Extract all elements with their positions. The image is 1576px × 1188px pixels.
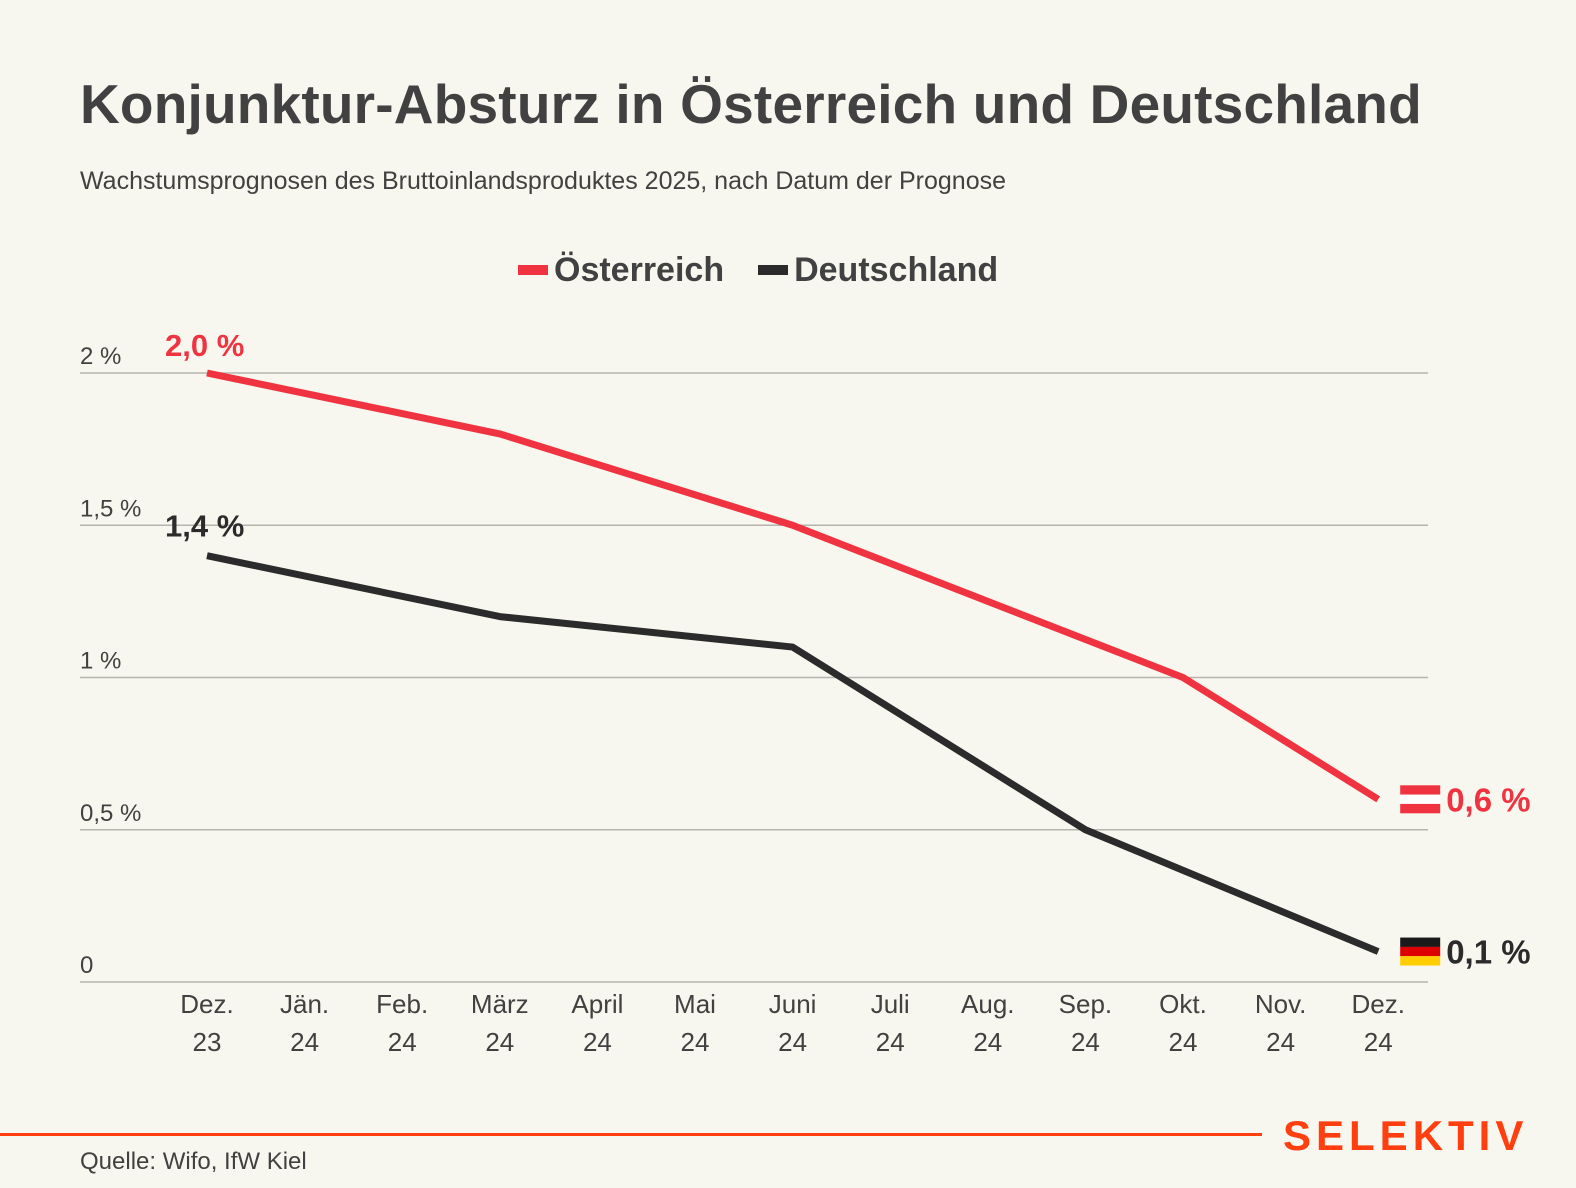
x-tick-label-month: Aug. xyxy=(961,989,1015,1019)
legend-swatch-austria xyxy=(518,265,548,275)
x-tick-label-month: Okt. xyxy=(1159,989,1207,1019)
x-tick-label-year: 24 xyxy=(876,1027,905,1057)
y-tick-label: 0 xyxy=(80,952,93,979)
x-tick-label-month: Juni xyxy=(769,989,817,1019)
y-tick-label: 1 % xyxy=(80,648,121,675)
x-tick-label-year: 24 xyxy=(485,1027,514,1057)
x-tick-label-month: März xyxy=(471,989,529,1019)
flag-stripe xyxy=(1400,785,1441,795)
source-note: Quelle: Wifo, IfW Kiel xyxy=(80,1148,307,1175)
y-tick-label: 1,5 % xyxy=(80,495,141,522)
flag-stripe xyxy=(1400,956,1441,966)
y-tick-label: 0,5 % xyxy=(80,800,141,827)
x-tick-label-year: 24 xyxy=(290,1027,319,1057)
legend-item-germany: Deutschland xyxy=(758,251,998,290)
x-tick-label-month: Dez. xyxy=(1351,989,1404,1019)
x-tick-label-month: Nov. xyxy=(1255,989,1307,1019)
x-tick-label-year: 24 xyxy=(973,1027,1002,1057)
legend: Österreich Deutschland xyxy=(518,250,998,290)
x-tick-label-year: 23 xyxy=(193,1027,222,1057)
x-tick-label-month: Dez. xyxy=(180,989,233,1019)
brand-logo: SELEKTIV xyxy=(1283,1112,1529,1159)
x-tick-label-month: Jän. xyxy=(280,989,329,1019)
x-tick-label-year: 24 xyxy=(1364,1027,1393,1057)
series-line-germany xyxy=(206,552,1380,955)
legend-swatch-germany xyxy=(758,265,789,275)
x-tick-label-year: 24 xyxy=(583,1027,612,1057)
footer-divider xyxy=(0,1133,1262,1136)
x-tick-label-month: Juli xyxy=(871,989,910,1019)
chart-title: Konjunktur-Absturz in Österreich und Deu… xyxy=(80,73,1422,135)
series-line-austria xyxy=(206,369,1381,803)
flag-stripe xyxy=(1400,946,1441,957)
x-tick-label-month: Sep. xyxy=(1059,989,1113,1019)
x-tick-label-year: 24 xyxy=(388,1027,417,1057)
legend-label-austria: Österreich xyxy=(554,250,725,289)
start-value-label-austria: 2,0 % xyxy=(165,328,244,363)
chart-subtitle: Wachstumsprognosen des Bruttoinlandsprod… xyxy=(80,167,1007,195)
start-value-label-germany: 1,4 % xyxy=(165,509,244,544)
end-value-label-germany: 0,1 % xyxy=(1446,934,1530,971)
x-tick-label-year: 24 xyxy=(681,1027,710,1057)
x-tick-label-month: Feb. xyxy=(376,989,428,1019)
flag-stripe xyxy=(1400,803,1441,814)
x-tick-label-year: 24 xyxy=(1071,1027,1100,1057)
legend-item-austria: Österreich xyxy=(518,251,724,290)
x-tick-label-month: Mai xyxy=(674,989,716,1019)
germany-flag-icon xyxy=(1400,937,1441,966)
legend-label-germany: Deutschland xyxy=(794,250,999,289)
x-tick-label-year: 24 xyxy=(778,1027,807,1057)
x-tick-label-year: 24 xyxy=(1266,1027,1295,1057)
austria-flag-icon xyxy=(1400,785,1441,814)
flag-stripe xyxy=(1400,794,1441,804)
x-tick-label-year: 24 xyxy=(1169,1027,1198,1057)
x-tick-label-month: April xyxy=(571,989,623,1019)
flag-stripe xyxy=(1400,937,1441,947)
y-tick-label: 2 % xyxy=(80,343,121,370)
end-value-label-austria: 0,6 % xyxy=(1446,781,1530,818)
